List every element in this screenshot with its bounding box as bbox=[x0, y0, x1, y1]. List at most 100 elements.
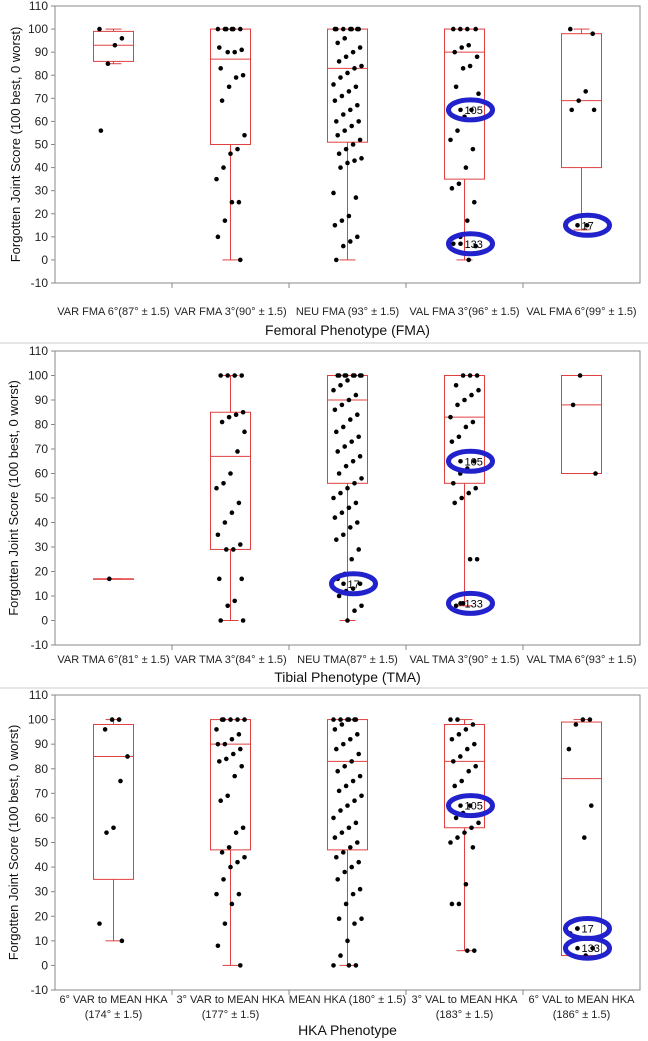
data-point bbox=[242, 854, 247, 860]
data-point bbox=[348, 417, 353, 422]
y-tick-label: 30 bbox=[35, 540, 49, 554]
y-tick-label: 40 bbox=[35, 516, 49, 530]
highlight-ellipse bbox=[446, 793, 495, 819]
data-point bbox=[451, 26, 456, 32]
data-point bbox=[456, 181, 462, 187]
data-point bbox=[222, 520, 228, 525]
box-2 bbox=[210, 28, 251, 261]
x-category-label: 6° VAL to MEAN HKA bbox=[529, 994, 636, 1006]
y-tick-label: 70 bbox=[35, 786, 49, 800]
data-point bbox=[231, 26, 236, 32]
data-point bbox=[102, 727, 108, 732]
x-category-label: VAL FMA 3°(96° ± 1.5) bbox=[409, 306, 519, 318]
data-point bbox=[352, 373, 357, 378]
data-point bbox=[332, 515, 338, 520]
data-point bbox=[224, 756, 229, 762]
data-point bbox=[355, 732, 360, 737]
points-4 bbox=[448, 717, 481, 953]
data-point bbox=[239, 47, 244, 53]
data-point bbox=[472, 741, 477, 747]
y-tick-label: 110 bbox=[29, 344, 48, 358]
data-point bbox=[467, 803, 473, 808]
y-tick-label: 60 bbox=[35, 811, 49, 825]
data-point bbox=[338, 75, 343, 80]
y-tick-label: 60 bbox=[35, 467, 49, 481]
data-point bbox=[104, 830, 109, 835]
data-point bbox=[214, 727, 219, 732]
data-point bbox=[226, 845, 232, 850]
x-category-label: VAR TMA 3°(84° ± 1.5) bbox=[174, 654, 286, 666]
data-point bbox=[224, 26, 229, 32]
data-point bbox=[341, 424, 346, 430]
data-point bbox=[217, 759, 222, 764]
data-point bbox=[335, 877, 341, 882]
data-point bbox=[473, 243, 479, 249]
data-point bbox=[97, 921, 102, 926]
points-3 bbox=[331, 717, 364, 968]
data-point bbox=[218, 798, 223, 804]
box-iqr bbox=[327, 28, 368, 143]
data-point bbox=[229, 199, 235, 205]
box-5 bbox=[561, 28, 602, 231]
data-point bbox=[452, 783, 458, 789]
data-point bbox=[232, 49, 237, 55]
data-point bbox=[240, 409, 246, 415]
data-point bbox=[345, 618, 350, 623]
data-point bbox=[98, 128, 104, 133]
data-point bbox=[345, 938, 350, 944]
annotation-105: 105 bbox=[446, 448, 495, 474]
data-point bbox=[331, 815, 336, 821]
annotation-label: 17 bbox=[582, 220, 594, 232]
data-point bbox=[469, 107, 474, 113]
y-axis-label: Forgotten Joint Score (100 best, 0 worst… bbox=[8, 27, 23, 263]
data-point bbox=[331, 387, 336, 393]
x-category-label: (183° ± 1.5) bbox=[436, 1009, 494, 1021]
data-point bbox=[231, 751, 236, 757]
y-tick-label: 90 bbox=[35, 45, 49, 59]
data-point bbox=[460, 373, 466, 378]
data-point bbox=[232, 373, 237, 378]
data-point bbox=[214, 485, 219, 491]
data-point bbox=[331, 495, 336, 501]
data-point bbox=[215, 741, 221, 747]
data-point bbox=[334, 429, 339, 435]
data-point bbox=[463, 881, 469, 887]
annotation-label: 133 bbox=[465, 598, 483, 610]
data-point bbox=[225, 603, 230, 609]
data-point bbox=[342, 444, 348, 449]
annotation-133: 133 bbox=[446, 590, 495, 616]
y-tick-label: 50 bbox=[35, 836, 49, 850]
data-point bbox=[339, 510, 345, 515]
data-point bbox=[335, 768, 341, 774]
data-point bbox=[465, 26, 470, 32]
annotation-label: 105 bbox=[465, 801, 483, 813]
y-tick-label: 10 bbox=[35, 934, 49, 948]
data-point bbox=[338, 490, 343, 496]
data-point bbox=[240, 72, 246, 78]
y-tick-label: 20 bbox=[35, 207, 49, 221]
data-point bbox=[225, 49, 230, 55]
data-point bbox=[346, 963, 352, 968]
y-tick-label: 40 bbox=[35, 161, 49, 175]
highlight-point bbox=[575, 945, 580, 951]
annotation-133: 133 bbox=[446, 231, 495, 257]
data-point bbox=[353, 717, 359, 722]
data-point bbox=[453, 603, 459, 609]
data-point bbox=[235, 449, 240, 454]
data-point bbox=[352, 798, 357, 804]
data-point bbox=[231, 547, 236, 552]
data-point bbox=[448, 717, 453, 722]
data-point bbox=[341, 532, 346, 538]
data-point bbox=[239, 576, 244, 582]
annotation-17: 17 bbox=[329, 571, 378, 597]
data-point bbox=[353, 820, 359, 826]
y-tick-label: 80 bbox=[35, 762, 49, 776]
data-point bbox=[456, 732, 462, 737]
data-point bbox=[338, 808, 343, 813]
data-point bbox=[233, 75, 239, 80]
data-point bbox=[356, 751, 362, 757]
data-point bbox=[349, 759, 355, 764]
data-point bbox=[466, 257, 472, 263]
data-point bbox=[228, 471, 233, 476]
